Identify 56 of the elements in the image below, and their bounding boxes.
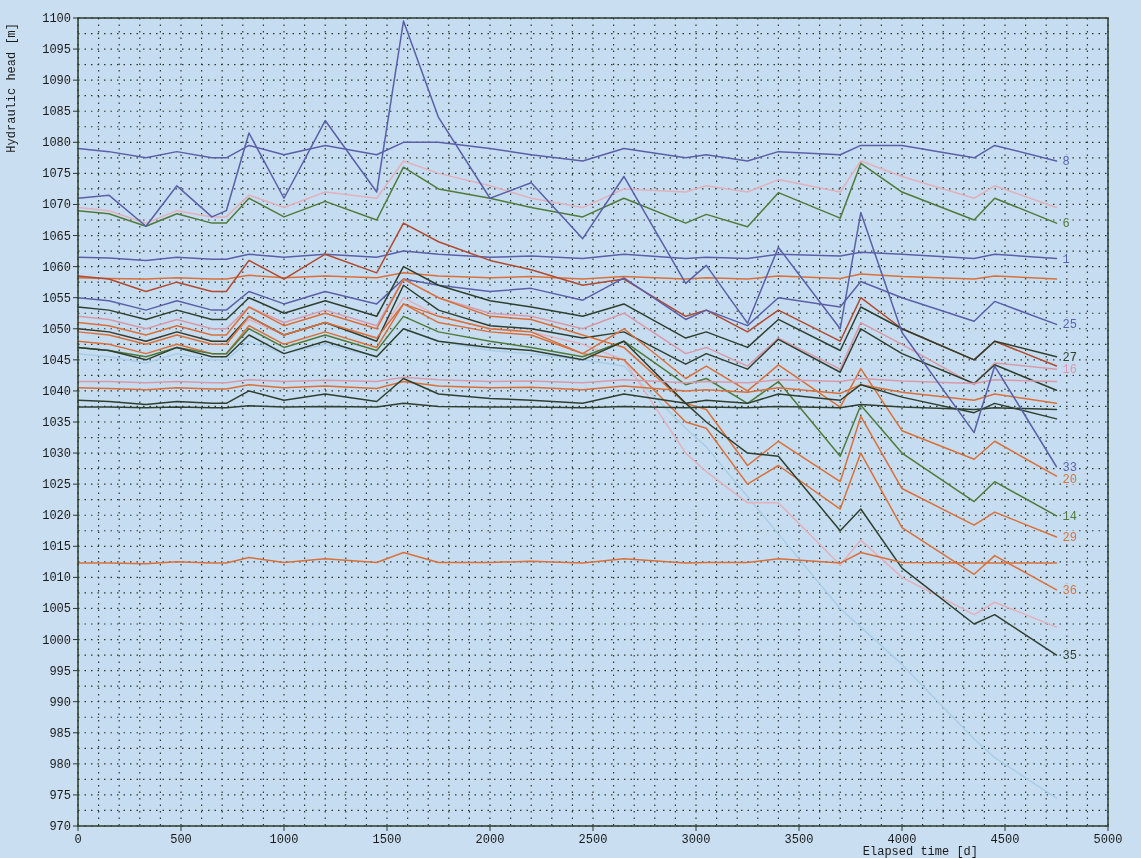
y-tick-label: 1085 [42, 105, 71, 120]
line-series [77, 20, 1058, 468]
y-tick-label: 1005 [42, 602, 71, 617]
x-tick-label: 3000 [681, 833, 711, 847]
y-tick-label: 995 [49, 664, 71, 679]
y-tick-label: 1050 [42, 322, 71, 337]
y-tick-label: 1055 [42, 291, 71, 306]
x-tick-label: 4000 [887, 833, 917, 847]
series-label: 1 [1062, 252, 1070, 267]
series-label: 20 [1062, 472, 1077, 487]
y-tick-label: 1025 [42, 478, 71, 493]
y-tick-label: 975 [49, 788, 71, 803]
series-label: 27 [1062, 350, 1077, 365]
x-tick-label: 2500 [578, 833, 608, 847]
line-series [77, 272, 1058, 280]
y-tick-label: 1060 [42, 260, 71, 275]
y-tick-label: 1065 [42, 229, 71, 244]
y-tick-label: 1070 [42, 198, 71, 213]
x-tick-label: 0 [74, 833, 82, 847]
y-tick-label: 1090 [42, 74, 71, 89]
y-tick-label: 1030 [42, 447, 71, 462]
x-tick-label: 1000 [269, 833, 299, 847]
y-tick-label: 1095 [42, 43, 71, 58]
y-tick-label: 1020 [42, 509, 71, 524]
y-tick-label: 1075 [42, 167, 71, 182]
line-series [77, 278, 1058, 538]
x-tick-label: 500 [170, 833, 192, 847]
series-label: 36 [1062, 583, 1077, 598]
y-tick-label: 1035 [42, 416, 71, 430]
series-label: 29 [1062, 530, 1077, 545]
y-tick-label: 1045 [42, 353, 71, 368]
series-label: 16 [1062, 363, 1077, 378]
y-axis-title: Hydraulic head [m] [5, 23, 19, 153]
x-tick-label: 3500 [784, 833, 814, 847]
x-tick-label: 2000 [475, 833, 505, 847]
y-tick-label: 985 [49, 726, 71, 741]
series-label: 33 [1062, 460, 1077, 475]
x-tick-label: 1500 [372, 833, 402, 847]
series-label: 8 [1062, 154, 1070, 169]
series-label: 35 [1062, 649, 1077, 664]
y-tick-label: 980 [49, 757, 71, 772]
y-tick-label: 970 [49, 820, 71, 834]
line-series [77, 222, 1058, 367]
y-tick-label: 1000 [42, 633, 71, 648]
series-label: 14 [1062, 509, 1077, 524]
series-label: 6 [1062, 217, 1070, 232]
x-tick-label: 4500 [990, 833, 1020, 847]
x-tick-label: 5000 [1093, 833, 1123, 847]
series-label: 25 [1062, 318, 1077, 333]
y-tick-label: 1080 [42, 136, 71, 151]
x-axis-title: Elapsed time [d] [862, 845, 978, 858]
y-tick-label: 1010 [42, 571, 71, 586]
y-tick-label: 1015 [42, 540, 71, 555]
y-tick-label: 1040 [42, 384, 71, 399]
y-tick-label: 1100 [42, 12, 71, 26]
y-tick-label: 990 [49, 695, 71, 710]
